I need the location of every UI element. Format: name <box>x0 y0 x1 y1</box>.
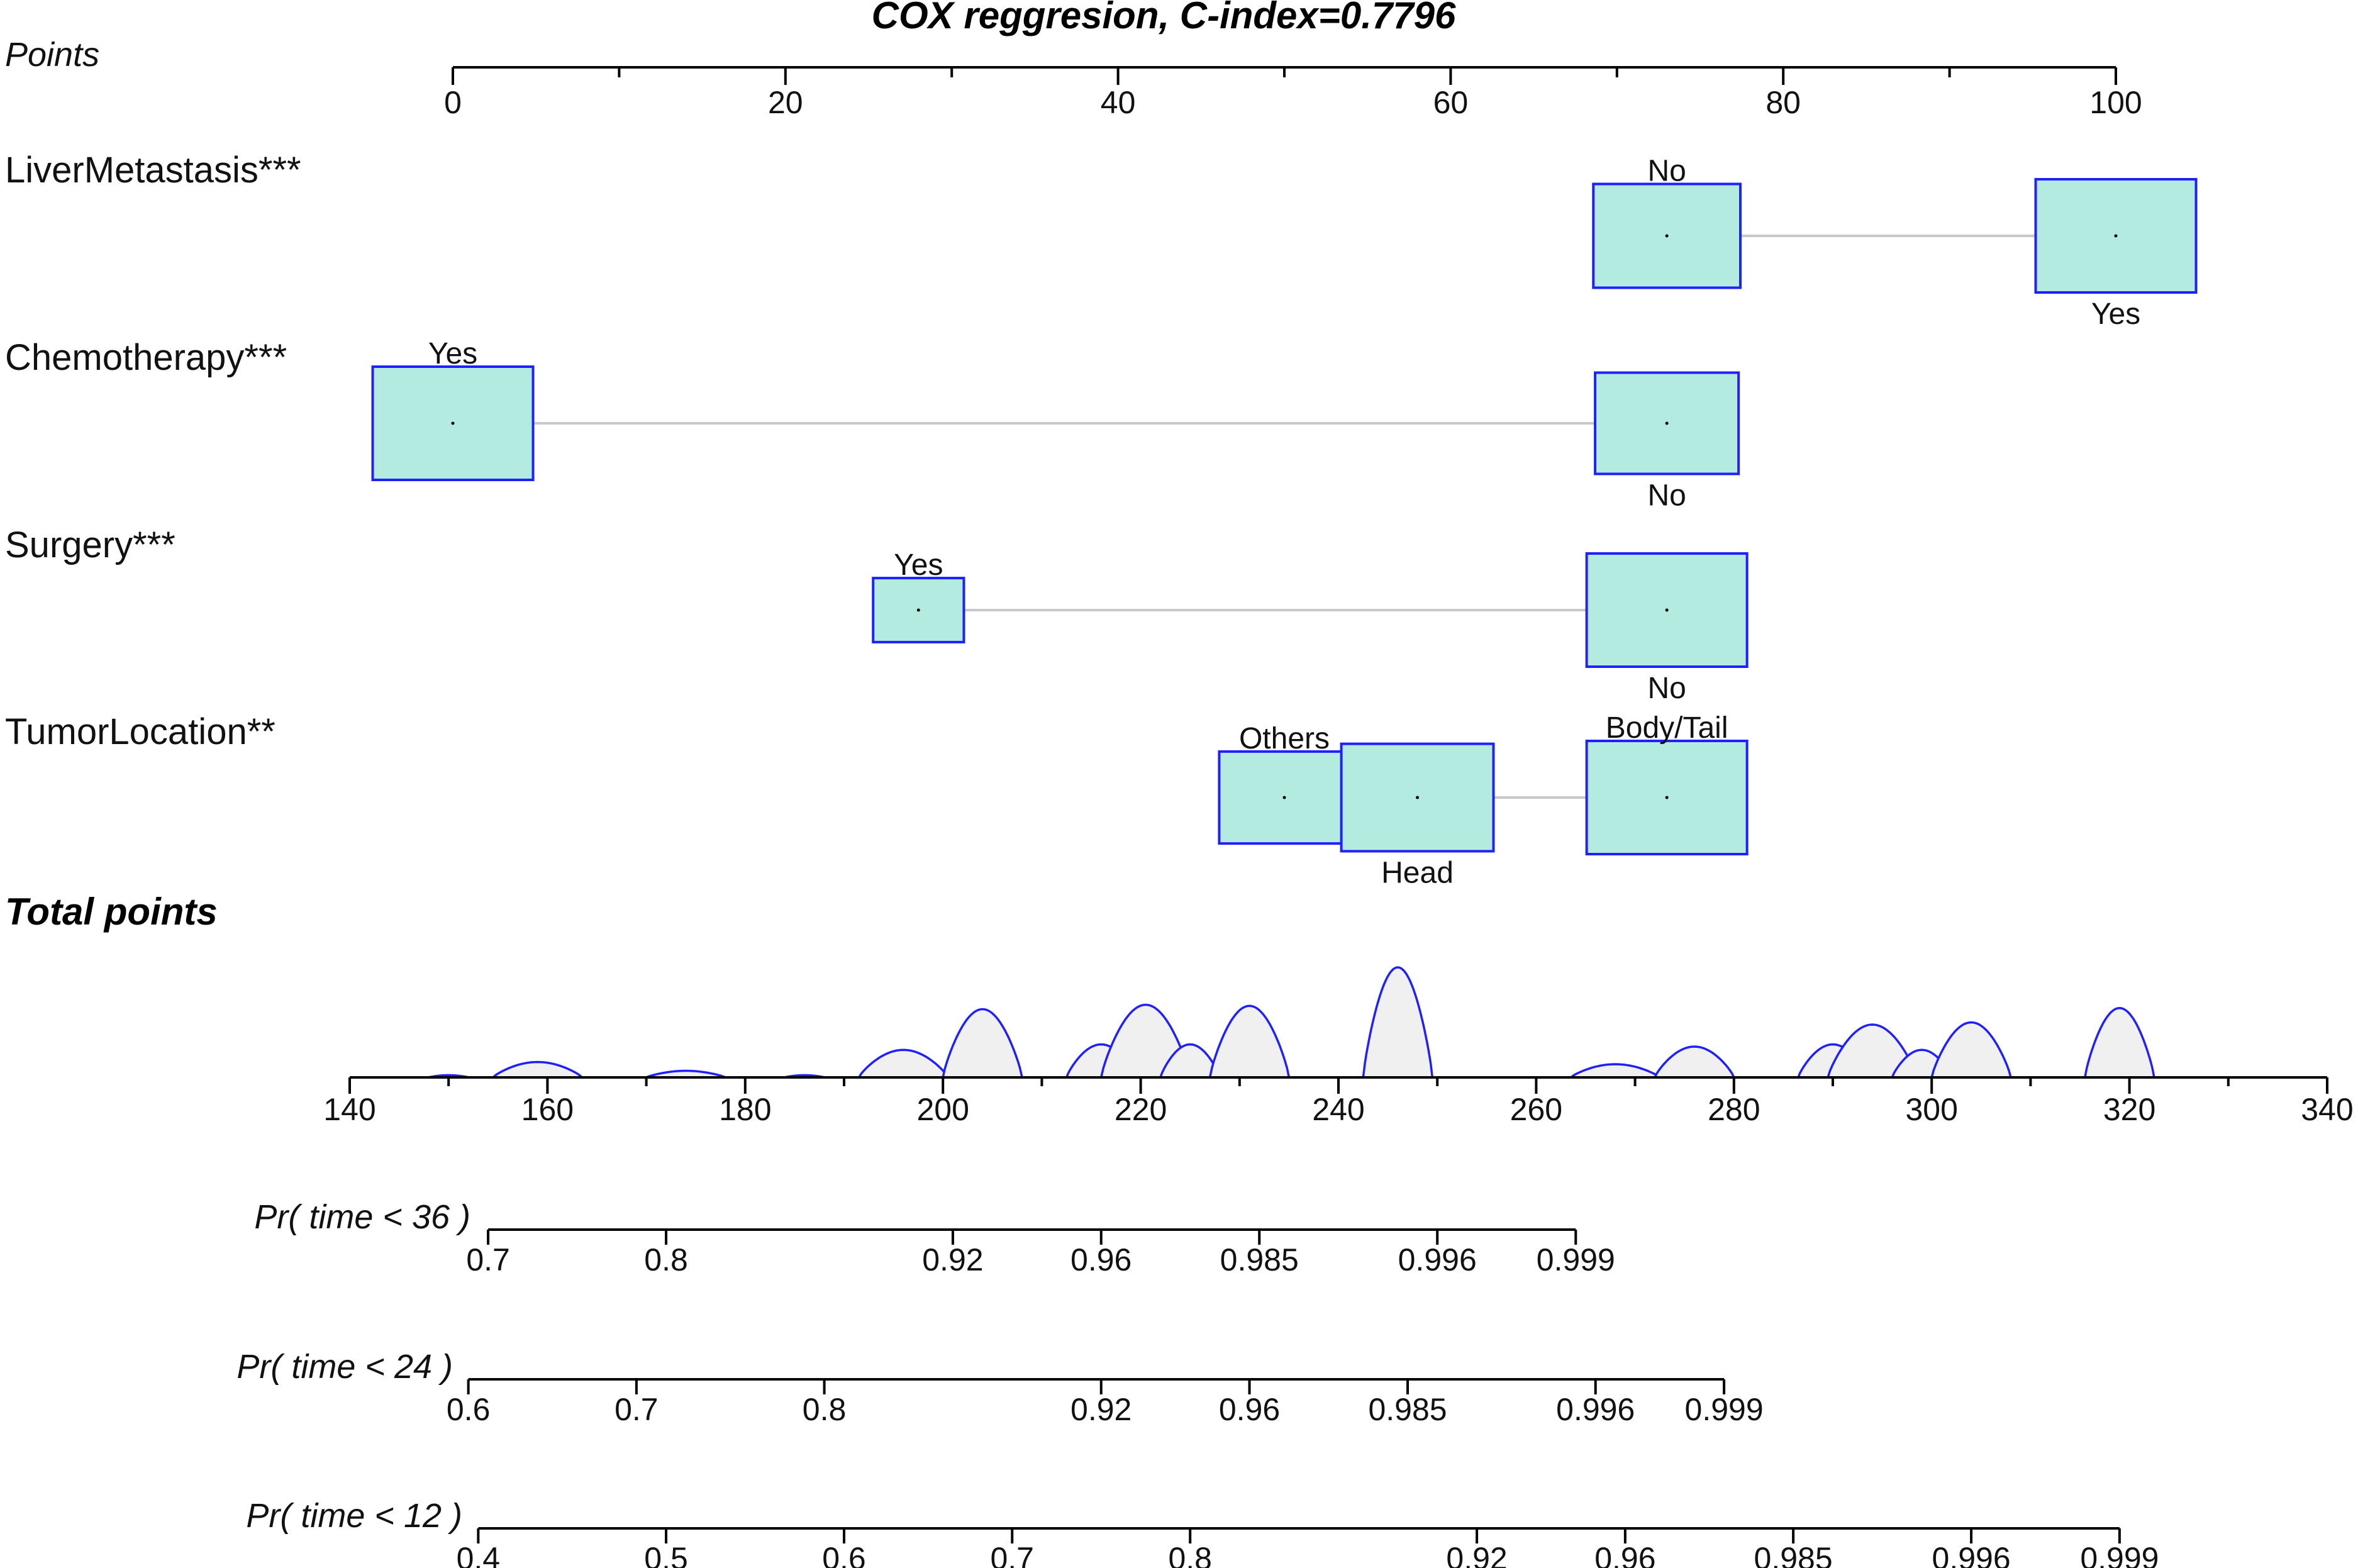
chart-title: COX reggresion, C-index=0.7796 <box>872 0 1456 36</box>
probability-tick-label: 0.999 <box>1685 1392 1764 1427</box>
total-tick-label: 240 <box>1312 1092 1364 1127</box>
probability-tick-label: 0.6 <box>822 1541 866 1568</box>
probability-axis: Pr( time < 36 ) 0.7 0.8 0.92 0.96 0.985 0.996 0… <box>254 1198 1615 1277</box>
probability-tick-label: 0.6 <box>447 1392 491 1427</box>
points-tick-label: 80 <box>1766 85 1801 120</box>
total-tick-label: 180 <box>719 1092 771 1127</box>
variable-label: LiverMetastasis*** <box>5 150 301 191</box>
level-point <box>1282 796 1286 799</box>
level-point <box>451 421 455 425</box>
level-label: Head <box>1381 856 1454 889</box>
probability-tick-label: 0.96 <box>1071 1242 1132 1277</box>
points-tick-label: 20 <box>768 85 803 120</box>
level-label: No <box>1647 479 1686 512</box>
probability-tick-label: 0.8 <box>1168 1541 1212 1568</box>
variable-label: TumorLocation** <box>5 711 275 752</box>
level-label: Yes <box>2091 297 2140 331</box>
total-tick-label: 320 <box>2103 1092 2155 1127</box>
probability-tick-label: 0.996 <box>1932 1541 2011 1568</box>
probability-tick-label: 0.985 <box>1220 1242 1299 1277</box>
level-label: Yes <box>894 548 943 582</box>
level-point <box>2114 234 2118 238</box>
total-points-label: Total points <box>5 891 218 933</box>
density-bump <box>2084 1007 2156 1079</box>
level-point <box>1665 796 1669 799</box>
probability-tick-label: 0.92 <box>1071 1392 1132 1427</box>
density-bump <box>645 1069 726 1079</box>
probability-tick-label: 0.985 <box>1754 1541 1833 1568</box>
variable-label: Surgery*** <box>5 525 175 565</box>
density-bump <box>942 1008 1024 1079</box>
total-tick-label: 160 <box>521 1092 574 1127</box>
probability-tick-label: 0.7 <box>466 1242 510 1277</box>
total-tick-label: 300 <box>1905 1092 1957 1127</box>
probability-axis-label: Pr( time < 12 ) <box>246 1497 462 1535</box>
probability-tick-label: 0.7 <box>990 1541 1034 1568</box>
variable-rows: LiverMetastasis*** No Yes Chemotherapy*** Ye… <box>5 150 2198 889</box>
probability-axis: Pr( time < 24 ) 0.6 0.7 0.8 0.92 0.96 0.985 0.9… <box>236 1348 1763 1427</box>
level-label: Yes <box>428 337 477 370</box>
level-label: No <box>1647 672 1686 705</box>
points-tick-label: 100 <box>2089 85 2142 120</box>
variable-label: Chemotherapy*** <box>5 337 287 378</box>
total-tick-label: 280 <box>1708 1092 1760 1127</box>
total-tick-label: 140 <box>323 1092 375 1127</box>
total-points-axis: 140 160 180 200 220 240 260 280 300 320 340 <box>323 1076 2354 1127</box>
level-label: Body/Tail <box>1606 711 1728 745</box>
density-bump <box>1362 966 1434 1079</box>
density-bump <box>1567 1063 1664 1079</box>
probability-tick-label: 0.5 <box>644 1541 688 1568</box>
total-tick-label: 260 <box>1510 1092 1562 1127</box>
probability-tick-label: 0.96 <box>1594 1541 1655 1568</box>
level-point <box>1416 796 1420 799</box>
level-label: No <box>1647 155 1686 188</box>
density-bump <box>490 1060 583 1079</box>
probability-tick-label: 0.4 <box>457 1541 501 1568</box>
density-bump <box>1826 1023 1918 1079</box>
variable-row: Surgery*** Yes No <box>5 525 1749 705</box>
points-tick-label: 60 <box>1433 85 1469 120</box>
probability-tick-label: 0.999 <box>2080 1541 2159 1568</box>
level-point <box>1665 608 1669 612</box>
density-bump <box>1930 1021 2013 1079</box>
points-tick-label: 40 <box>1101 85 1136 120</box>
level-label: Others <box>1239 722 1330 755</box>
probability-axis-label: Pr( time < 24 ) <box>236 1348 453 1386</box>
probability-tick-label: 0.999 <box>1537 1242 1615 1277</box>
total-points-density <box>428 966 2156 1079</box>
variable-row: Chemotherapy*** Yes No <box>5 337 1740 512</box>
density-bump <box>858 1048 950 1079</box>
variable-row: LiverMetastasis*** No Yes <box>5 150 2198 331</box>
probability-tick-label: 0.996 <box>1556 1392 1635 1427</box>
probability-tick-label: 0.92 <box>922 1242 983 1277</box>
density-bump <box>1099 1003 1192 1079</box>
probability-tick-label: 0.8 <box>803 1392 847 1427</box>
probability-tick-label: 0.92 <box>1446 1541 1507 1568</box>
probability-tick-label: 0.7 <box>615 1392 659 1427</box>
probability-tick-label: 0.8 <box>644 1242 688 1277</box>
density-bump <box>1208 1004 1291 1079</box>
density-bump <box>1653 1045 1736 1079</box>
points-axis: 0 20 40 60 80 100 <box>444 66 2142 120</box>
level-point <box>1665 421 1669 425</box>
probability-tick-label: 0.96 <box>1219 1392 1280 1427</box>
probability-axes: Pr( time < 36 ) 0.7 0.8 0.92 0.96 0.985 0.996 0… <box>236 1198 2159 1568</box>
variable-row: TumorLocation** Others Head Body/Tail <box>5 711 1749 889</box>
density-bump <box>1159 1043 1221 1079</box>
total-tick-label: 200 <box>916 1092 969 1127</box>
level-point <box>1665 234 1669 238</box>
total-tick-label: 220 <box>1115 1092 1167 1127</box>
probability-tick-label: 0.996 <box>1398 1242 1477 1277</box>
probability-axis-label: Pr( time < 36 ) <box>254 1198 470 1236</box>
probability-tick-label: 0.985 <box>1368 1392 1447 1427</box>
total-tick-label: 340 <box>2301 1092 2353 1127</box>
probability-axis: Pr( time < 12 ) 0.4 0.5 0.6 0.7 0.8 0.92 0.96 0.… <box>246 1497 2159 1568</box>
points-tick-label: 0 <box>444 85 462 120</box>
points-axis-label: Points <box>5 36 99 74</box>
level-point <box>916 608 920 612</box>
